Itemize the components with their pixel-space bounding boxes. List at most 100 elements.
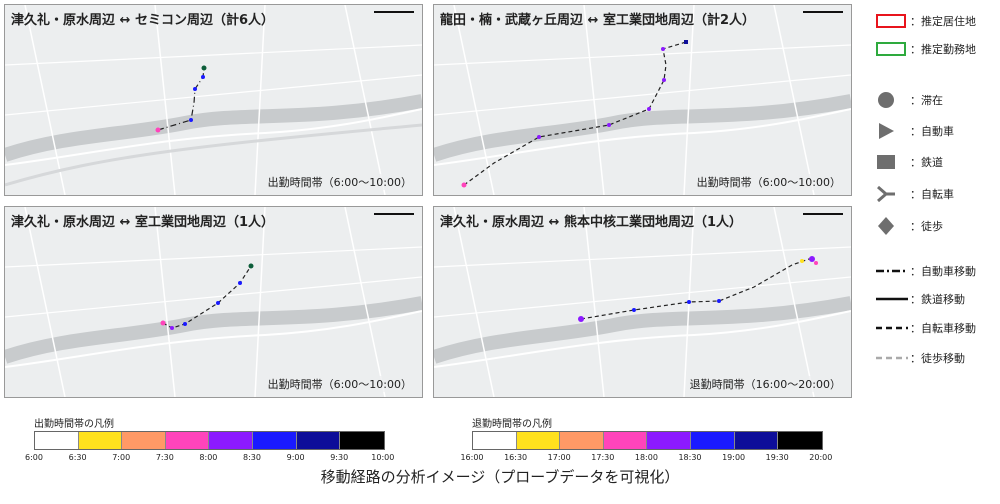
return-timeline-title: 退勤時間帯の凡例 xyxy=(472,419,552,430)
map-background-1 xyxy=(5,5,422,195)
workplace-box-icon xyxy=(876,39,910,59)
legend-walk-move: ：徒歩移動 xyxy=(876,348,965,368)
map-background-3 xyxy=(5,207,422,397)
time-band-label: 出勤時間帯（6:00～10:00） xyxy=(265,174,414,190)
route-point xyxy=(607,123,611,127)
panel-title: 津久礼・原水周辺 ↔ セミコン周辺（計6人） xyxy=(11,13,274,28)
timeline-swatch xyxy=(647,432,691,449)
route-point xyxy=(578,316,584,322)
figure-caption: 移動経路の分析イメージ（プローブデータを可視化） xyxy=(320,468,680,486)
route-point xyxy=(717,299,721,303)
timeline-swatch xyxy=(296,432,341,449)
legend-label: ：滞在 xyxy=(910,94,943,107)
legend-label: ：鉄道 xyxy=(910,156,943,169)
legend-label: ：自動車 xyxy=(910,125,954,138)
timeline-tick-label: 6:00 xyxy=(25,453,43,462)
legend-label: ：鉄道移動 xyxy=(910,293,965,306)
panel-title: 津久礼・原水周辺 ↔ 室工業団地周辺（1人） xyxy=(11,215,274,230)
circle-icon xyxy=(876,90,910,110)
timeline-swatch xyxy=(473,432,517,449)
triangle-icon xyxy=(876,121,910,141)
route-point xyxy=(238,281,242,285)
route-point xyxy=(632,308,636,312)
legend-stay: ：滞在 xyxy=(876,90,943,110)
timeline-tick-label: 20:00 xyxy=(809,453,833,462)
route-point xyxy=(160,320,166,326)
route-point xyxy=(800,259,804,263)
timeline-swatch xyxy=(78,432,123,449)
route-point xyxy=(193,87,197,91)
scale-bar xyxy=(803,213,843,215)
timeline-swatch xyxy=(778,432,822,449)
commute-timeline-title: 出勤時間帯の凡例 xyxy=(34,419,114,430)
solid-line-icon xyxy=(876,289,910,309)
legend-workplace: ：推定勤務地 xyxy=(876,39,976,59)
route-point xyxy=(537,135,541,139)
time-band-label: 退勤時間帯（16:00～20:00） xyxy=(687,376,843,392)
scale-bar xyxy=(374,11,414,13)
timeline-tick-label: 9:00 xyxy=(286,453,305,462)
timeline-tick-label: 10:00 xyxy=(371,453,395,462)
timeline-tick-label: 19:30 xyxy=(765,453,789,462)
dashed-line-icon xyxy=(876,318,910,338)
route-point xyxy=(687,300,691,304)
route-point xyxy=(248,263,254,269)
legend-label: ：自転車 xyxy=(910,188,954,201)
legend-bicycle-move: ：自転車移動 xyxy=(876,318,976,338)
route-point xyxy=(170,326,174,330)
panel-title: 龍田・楠・武蔵ヶ丘周辺 ↔ 室工業団地周辺（計2人） xyxy=(440,13,755,28)
map-panel-4: 津久礼・原水周辺 ↔ 熊本中核工業団地周辺（1人） 退勤時間帯（16:00～20… xyxy=(433,206,852,398)
commute-color-bar xyxy=(34,431,385,450)
legend-label: ：推定居住地 xyxy=(910,15,976,28)
timeline-tick-label: 19:00 xyxy=(722,453,746,462)
route-point xyxy=(155,127,161,133)
timeline-tick-label: 6:30 xyxy=(68,453,87,462)
panel-title: 津久礼・原水周辺 ↔ 熊本中核工業団地周辺（1人） xyxy=(440,215,742,230)
commute-ticks: 6:00 6:30 7:00 7:30 8:00 8:30 9:00 9:30 10:00 xyxy=(25,453,394,465)
legend-rail-move: ：鉄道移動 xyxy=(876,289,965,309)
y-shape-icon xyxy=(876,184,910,204)
map-background-4 xyxy=(434,207,851,397)
legend-rail: ：鉄道 xyxy=(876,152,943,172)
timeline-swatch xyxy=(516,432,561,449)
legend-label: ：自転車移動 xyxy=(910,322,976,335)
scale-bar xyxy=(803,11,843,13)
legend-label: ：推定勤務地 xyxy=(910,43,976,56)
timeline-tick-label: 18:30 xyxy=(678,453,702,462)
timeline-swatch xyxy=(35,432,79,449)
scale-bar xyxy=(374,213,414,215)
route-point xyxy=(814,261,818,265)
timeline-swatch xyxy=(690,432,735,449)
timeline-swatch xyxy=(252,432,297,449)
timeline-tick-label: 17:00 xyxy=(547,453,571,462)
route-point xyxy=(662,78,666,82)
timeline-tick-label: 9:30 xyxy=(330,453,349,462)
legend-label: ：徒歩移動 xyxy=(910,352,965,365)
route-point xyxy=(684,40,688,44)
timeline-tick-label: 17:30 xyxy=(591,453,615,462)
timeline-tick-label: 16:00 xyxy=(460,453,484,462)
map-panel-1: 津久礼・原水周辺 ↔ セミコン周辺（計6人） 出勤時間帯（6:00～10:00） xyxy=(4,4,423,196)
timeline-tick-label: 8:00 xyxy=(199,453,218,462)
time-band-label: 出勤時間帯（6:00～10:00） xyxy=(265,376,414,392)
map-panel-3: 津久礼・原水周辺 ↔ 室工業団地周辺（1人） 出勤時間帯（6:00～10:00） xyxy=(4,206,423,398)
route-point xyxy=(201,75,205,79)
return-ticks: 16:00 16:30 17:00 17:30 18:00 18:30 19:00 19:30… xyxy=(460,453,832,465)
route-point xyxy=(189,118,193,122)
timeline-swatch xyxy=(165,432,210,449)
legend-car-move: ：自動車移動 xyxy=(876,261,976,281)
legend-residence: ：推定居住地 xyxy=(876,11,976,31)
legend-car: ：自動車 xyxy=(876,121,954,141)
route-point xyxy=(201,65,207,71)
route-point xyxy=(661,47,665,51)
legend-label: ：自動車移動 xyxy=(910,265,976,278)
timeline-swatch xyxy=(560,432,604,449)
map-panel-2: 龍田・楠・武蔵ヶ丘周辺 ↔ 室工業団地周辺（計2人） 出勤時間帯（6:00～10… xyxy=(433,4,852,196)
return-color-bar xyxy=(472,431,823,450)
legend-label: ：徒歩 xyxy=(910,220,943,233)
timeline-swatch xyxy=(122,432,166,449)
timeline-swatch xyxy=(209,432,253,449)
route-point xyxy=(216,301,220,305)
route-point xyxy=(809,256,815,262)
timeline-swatch xyxy=(603,432,648,449)
